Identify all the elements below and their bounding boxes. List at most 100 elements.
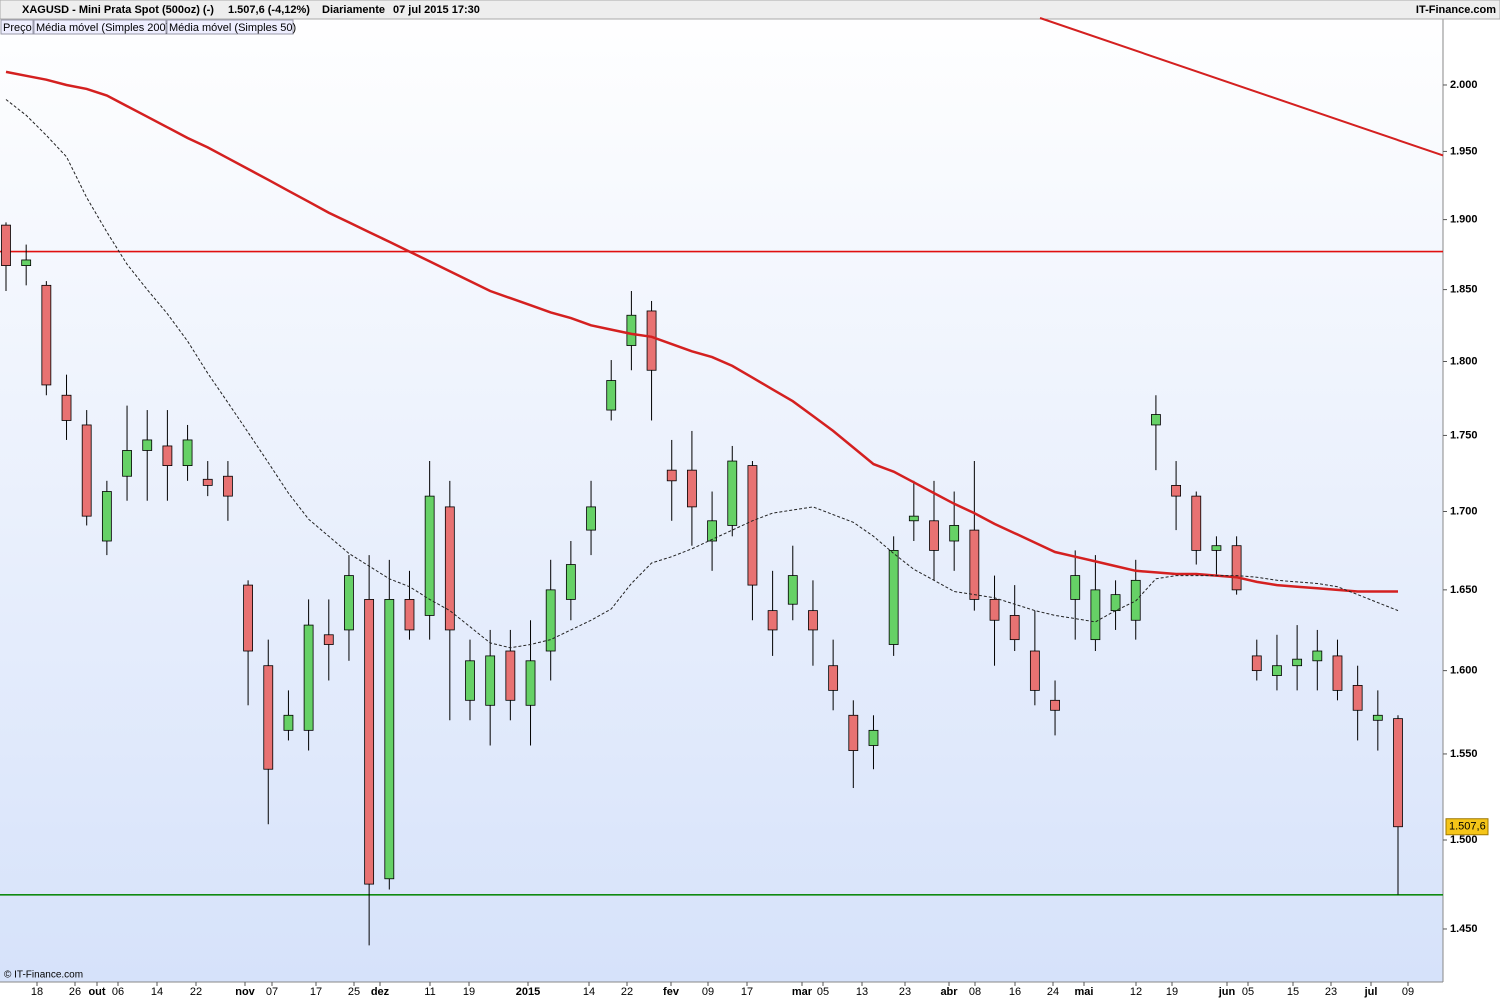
x-tick-label: 18 [31, 986, 43, 998]
candle-body [565, 564, 576, 600]
y-tick-label: 1.750 [1450, 429, 1478, 441]
x-tick-label: nov [235, 986, 255, 998]
candle-body [1029, 650, 1040, 691]
candle-body [1272, 665, 1282, 676]
periodicity: Diariamente [322, 4, 385, 16]
candle-body [1171, 484, 1181, 497]
candle-body [283, 714, 294, 731]
x-axis-panel [0, 982, 1443, 1000]
candle-body [787, 575, 798, 605]
x-tick-label: mar [792, 986, 813, 998]
x-tick-label: 19 [1166, 986, 1178, 998]
candle-body [364, 599, 375, 885]
x-tick-label: out [88, 986, 105, 998]
x-tick-label: 23 [1325, 986, 1337, 998]
x-tick-label: abr [940, 986, 958, 998]
candle-body [505, 650, 516, 701]
candle-body [545, 589, 556, 652]
candle-body [81, 424, 92, 517]
x-tick-label: jul [1364, 986, 1378, 998]
candle-body [1372, 714, 1383, 721]
candle-body [122, 450, 132, 477]
candle-body [202, 478, 213, 486]
timestamp: 07 jul 2015 17:30 [393, 4, 480, 16]
x-tick-label: 23 [899, 986, 911, 998]
candle-body [485, 655, 496, 706]
x-tick-label: 12 [1130, 986, 1142, 998]
x-tick-label: fev [663, 986, 680, 998]
candle-body [1110, 594, 1121, 612]
header-bar [0, 0, 1500, 20]
moving-average-line [5, 70, 1398, 593]
candle-body [747, 465, 758, 586]
candle-body [1070, 575, 1081, 600]
candle-body [344, 575, 354, 631]
candle-body [1352, 685, 1363, 711]
candle-body [444, 506, 455, 631]
brand: IT-Finance.com [1416, 4, 1496, 16]
candle-body [41, 284, 52, 386]
trend-line [1039, 17, 1444, 157]
candle-body [828, 665, 839, 691]
y-tick-label: 1.900 [1450, 214, 1478, 226]
x-tick-label: 2015 [516, 986, 540, 998]
candle-body [162, 445, 173, 467]
last-price-label: 1.507,6 [1449, 821, 1486, 833]
last-quote: 1.507,6 (-4,12%) [228, 4, 310, 16]
candle-body [101, 491, 112, 542]
y-tick-label: 1.550 [1450, 748, 1478, 760]
candle-body [1393, 718, 1403, 828]
candle-body [142, 439, 153, 451]
candle-body [1, 224, 11, 266]
x-tick-label: 14 [583, 986, 595, 998]
candle-body [61, 394, 72, 421]
x-tick-label: 09 [702, 986, 714, 998]
candle-body [384, 599, 395, 880]
candle-body [424, 495, 435, 616]
candle-body [1251, 655, 1262, 672]
candle-body [949, 525, 960, 542]
candle-body [1050, 699, 1060, 711]
y-tick-label: 1.800 [1450, 355, 1478, 367]
y-tick-label: 1.700 [1450, 505, 1478, 517]
candle-body [929, 520, 939, 551]
x-tick-label: 11 [424, 986, 435, 998]
x-tick-label: 19 [463, 986, 475, 998]
chart-layer: 2.000 1.950 1.900 1.850 1.800 1.750 1.700 1.650… [0, 17, 1478, 998]
candle-body [525, 660, 536, 706]
candle-body [182, 439, 193, 467]
candle-body [767, 610, 778, 631]
candle-body [1151, 414, 1161, 426]
candle-body [1312, 650, 1323, 662]
candle-body [1090, 589, 1101, 641]
x-tick-label: 05 [1242, 986, 1254, 998]
candle-body [908, 515, 919, 522]
candle-body [1009, 615, 1020, 641]
candle-body [848, 714, 859, 751]
last-price-box [1445, 818, 1489, 836]
x-tick-label: 17 [310, 986, 322, 998]
x-tick-label: 22 [621, 986, 633, 998]
legend-box [166, 19, 294, 35]
legend-price: Preço [3, 22, 32, 34]
y-tick-label: 1.850 [1450, 283, 1478, 295]
x-tick-label: 14 [151, 986, 163, 998]
y-tick-label: 1.500 [1450, 834, 1478, 846]
legend-entry: Média móvel (Simples 50) [169, 22, 296, 34]
legend-entry: Média móvel (Simples 200) [36, 22, 169, 34]
x-tick-label: 06 [112, 986, 124, 998]
candle-body [404, 599, 415, 631]
x-tick-label: 22 [190, 986, 202, 998]
x-tick-label: 24 [1047, 986, 1059, 998]
candle-body [21, 259, 32, 266]
legend-box [33, 19, 167, 35]
candle-body [263, 665, 274, 770]
x-tick-label: dez [371, 986, 390, 998]
candle-body [989, 599, 1000, 621]
x-tick-label: 09 [1402, 986, 1414, 998]
x-tick-label: 07 [266, 986, 278, 998]
x-tick-label: 15 [1287, 986, 1299, 998]
candle-body [465, 660, 475, 701]
candle-body [1292, 658, 1303, 667]
candle-body [969, 529, 980, 600]
